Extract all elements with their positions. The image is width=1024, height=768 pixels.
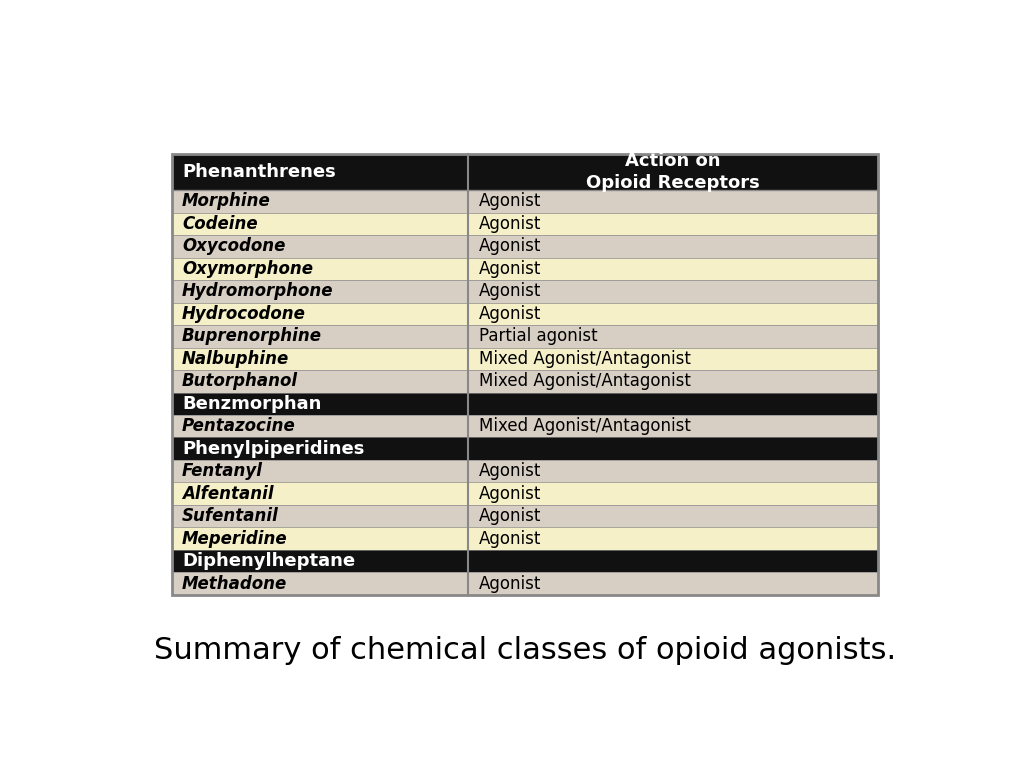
Text: Phenylpiperidines: Phenylpiperidines — [182, 440, 365, 458]
Bar — [468, 213, 878, 235]
Text: Agonist: Agonist — [478, 260, 541, 278]
Bar — [172, 303, 468, 325]
Text: Pentazocine: Pentazocine — [182, 417, 296, 435]
Text: Sufentanil: Sufentanil — [182, 507, 279, 525]
Text: Oxycodone: Oxycodone — [182, 237, 286, 256]
Bar — [172, 438, 468, 460]
Bar — [468, 348, 878, 370]
Text: Codeine: Codeine — [182, 215, 258, 233]
Bar — [172, 505, 468, 528]
Bar — [468, 550, 878, 572]
Text: Action on
Opioid Receptors: Action on Opioid Receptors — [587, 153, 760, 192]
Bar — [468, 415, 878, 438]
Bar — [468, 154, 878, 190]
Text: Butorphanol: Butorphanol — [182, 372, 298, 390]
Text: Phenanthrenes: Phenanthrenes — [182, 164, 336, 181]
Bar — [468, 257, 878, 280]
Bar — [468, 528, 878, 550]
Bar — [468, 482, 878, 505]
Bar — [172, 154, 468, 190]
Bar — [468, 325, 878, 348]
Text: Agonist: Agonist — [478, 305, 541, 323]
Text: Summary of chemical classes of opioid agonists.: Summary of chemical classes of opioid ag… — [154, 637, 896, 666]
Bar — [172, 280, 468, 303]
Bar — [468, 572, 878, 595]
Bar — [468, 303, 878, 325]
Bar — [468, 392, 878, 415]
Bar — [172, 550, 468, 572]
Text: Hydrocodone: Hydrocodone — [182, 305, 306, 323]
Bar — [172, 257, 468, 280]
Text: Nalbuphine: Nalbuphine — [182, 349, 289, 368]
Bar — [172, 348, 468, 370]
Bar — [172, 572, 468, 595]
Bar — [172, 235, 468, 257]
Bar — [172, 213, 468, 235]
Text: Benzmorphan: Benzmorphan — [182, 395, 322, 412]
Text: Meperidine: Meperidine — [182, 530, 288, 548]
Bar — [172, 528, 468, 550]
Text: Fentanyl: Fentanyl — [182, 462, 263, 480]
Text: Hydromorphone: Hydromorphone — [182, 283, 334, 300]
Bar — [172, 190, 468, 213]
Bar — [172, 154, 878, 595]
Bar — [468, 190, 878, 213]
Bar — [172, 325, 468, 348]
Text: Agonist: Agonist — [478, 283, 541, 300]
Bar — [172, 460, 468, 482]
Bar — [468, 505, 878, 528]
Bar — [172, 370, 468, 392]
Text: Agonist: Agonist — [478, 462, 541, 480]
Bar — [172, 415, 468, 438]
Text: Methadone: Methadone — [182, 574, 287, 593]
Text: Mixed Agonist/Antagonist: Mixed Agonist/Antagonist — [478, 417, 690, 435]
Text: Partial agonist: Partial agonist — [478, 327, 597, 346]
Text: Agonist: Agonist — [478, 530, 541, 548]
Text: Diphenylheptane: Diphenylheptane — [182, 552, 355, 570]
Bar — [468, 438, 878, 460]
Bar — [468, 235, 878, 257]
Text: Buprenorphine: Buprenorphine — [182, 327, 322, 346]
Text: Agonist: Agonist — [478, 237, 541, 256]
Text: Mixed Agonist/Antagonist: Mixed Agonist/Antagonist — [478, 349, 690, 368]
Text: Morphine: Morphine — [182, 193, 270, 210]
Bar — [468, 280, 878, 303]
Text: Agonist: Agonist — [478, 507, 541, 525]
Text: Mixed Agonist/Antagonist: Mixed Agonist/Antagonist — [478, 372, 690, 390]
Text: Alfentanil: Alfentanil — [182, 485, 273, 503]
Bar — [468, 370, 878, 392]
Text: Agonist: Agonist — [478, 485, 541, 503]
Bar — [468, 460, 878, 482]
Text: Agonist: Agonist — [478, 193, 541, 210]
Bar — [172, 392, 468, 415]
Text: Agonist: Agonist — [478, 215, 541, 233]
Text: Oxymorphone: Oxymorphone — [182, 260, 313, 278]
Text: Agonist: Agonist — [478, 574, 541, 593]
Bar — [172, 482, 468, 505]
